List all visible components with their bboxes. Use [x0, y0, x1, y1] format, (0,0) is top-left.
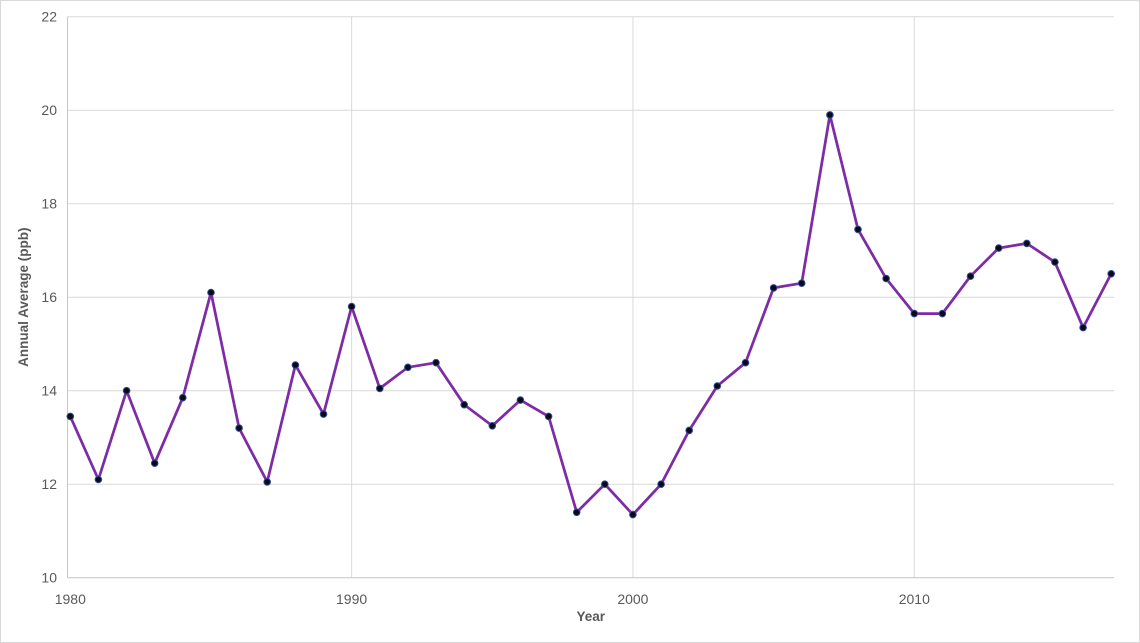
x-tick-label-1980: 1980 [55, 591, 86, 607]
data-point-1992 [404, 363, 412, 372]
data-point-2003 [713, 382, 722, 390]
data-point-2001 [657, 480, 665, 489]
y-tick-label-10: 10 [41, 570, 57, 586]
data-point-1995 [488, 422, 497, 430]
y-tick-label-22: 22 [41, 9, 57, 25]
data-point-1988 [291, 361, 300, 369]
x-tick-label-1990: 1990 [336, 591, 367, 607]
data-point-2009 [882, 274, 890, 283]
y-tick-label-14: 14 [41, 383, 57, 399]
y-tick-label-16: 16 [41, 289, 57, 305]
data-point-1993 [432, 358, 440, 367]
y-tick-label-12: 12 [41, 476, 57, 492]
data-point-1980 [66, 412, 75, 421]
x-tick-label-2010: 2010 [899, 591, 930, 607]
data-point-2012 [966, 272, 975, 281]
data-point-2016 [1079, 323, 1087, 332]
data-point-1994 [460, 400, 469, 409]
data-point-1996 [516, 396, 525, 404]
y-tick-label-18: 18 [41, 196, 57, 212]
data-point-1986 [235, 424, 243, 432]
data-point-2002 [685, 426, 694, 435]
y-axis-title: Annual Average (ppb) [16, 228, 31, 367]
data-point-1982 [122, 386, 131, 395]
data-point-1997 [544, 412, 553, 421]
data-point-2006 [797, 279, 806, 288]
tick-labels: 10 12 14 16 18 20 22 1980 1990 2000 2010 [41, 9, 930, 607]
data-point-1983 [150, 459, 159, 468]
axis-lines [67, 16, 1114, 579]
data-point-2008 [854, 225, 862, 234]
data-point-2005 [769, 284, 778, 292]
data-point-2010 [910, 309, 919, 318]
data-point-1991 [376, 384, 384, 393]
data-point-2004 [741, 358, 750, 367]
x-tick-label-2000: 2000 [617, 591, 648, 607]
data-point-1984 [179, 393, 187, 402]
y-tick-label-20: 20 [41, 102, 57, 118]
data-point-1987 [263, 478, 272, 486]
data-point-2015 [1051, 258, 1059, 266]
gridlines [67, 16, 1114, 578]
data-point-2014 [1023, 239, 1031, 248]
data-point-1989 [319, 410, 328, 418]
data-point-2017 [1107, 270, 1115, 278]
series-line [68, 113, 1113, 516]
data-point-1990 [347, 302, 356, 311]
data-point-2000 [629, 510, 637, 519]
data-point-1985 [207, 288, 215, 297]
data-point-2007 [826, 111, 834, 119]
data-point-1999 [601, 480, 609, 489]
x-axis-title: Year [577, 609, 606, 624]
data-point-2013 [994, 244, 1003, 252]
data-point-1998 [572, 508, 581, 517]
data-point-1981 [94, 475, 103, 484]
data-series [66, 111, 1115, 519]
data-point-2011 [938, 309, 947, 318]
